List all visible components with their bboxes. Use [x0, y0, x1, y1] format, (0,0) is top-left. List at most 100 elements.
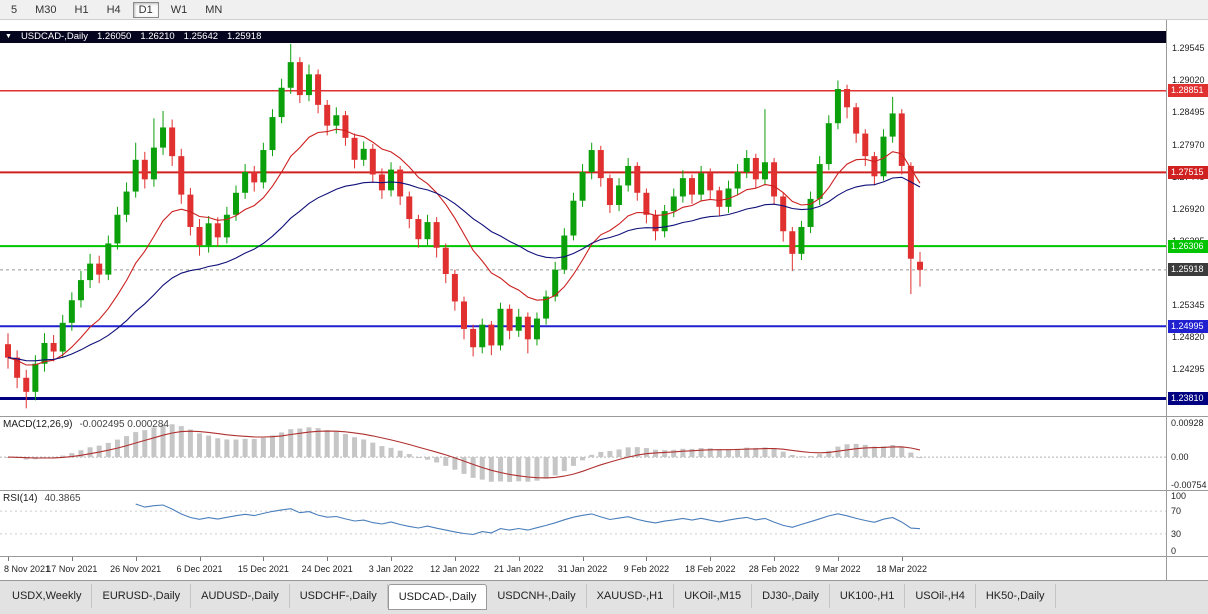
macd-histogram-bar [534, 457, 540, 481]
candle-body [479, 324, 486, 348]
price-level-badge: 1.28851 [1168, 84, 1208, 98]
candle-body [616, 185, 623, 205]
candle-body [169, 127, 176, 157]
macd-histogram-bar [680, 448, 686, 458]
candle-body [497, 308, 504, 346]
candle-body [743, 157, 750, 173]
macd-histogram-bar [78, 450, 84, 458]
macd-histogram-bar [607, 451, 613, 458]
candle-body [643, 192, 650, 215]
timeframe-button-5[interactable]: 5 [11, 3, 18, 16]
candle-body [816, 164, 823, 199]
time-tick [901, 557, 903, 561]
timeframe-button-h1[interactable]: H1 [74, 3, 89, 16]
macd-histogram-bar [87, 447, 93, 458]
candle-body [32, 363, 39, 392]
macd-histogram-bar [133, 432, 139, 458]
close-value: 1.25918 [227, 31, 262, 42]
timeframe-button-w1[interactable]: W1 [170, 3, 188, 16]
tab-audusd-daily[interactable]: AUDUSD-,Daily [191, 584, 290, 608]
candle-body [524, 316, 531, 340]
tab-usoil-h4[interactable]: USOil-,H4 [905, 584, 976, 608]
candle-body [14, 357, 21, 378]
tab-usdcnh-daily[interactable]: USDCNH-,Daily [487, 584, 587, 608]
price-tick-label: 1.27970 [1172, 139, 1205, 150]
tab-usdcad-daily[interactable]: USDCAD-,Daily [387, 584, 488, 610]
chevron-down-icon: ▼ [5, 33, 12, 40]
price-tick-label: 1.24820 [1172, 331, 1205, 342]
tab-dj30-daily[interactable]: DJ30-,Daily [752, 584, 830, 608]
macd-histogram-bar [288, 429, 294, 458]
time-label: 26 Nov 2021 [110, 564, 162, 574]
candle-body [296, 62, 303, 96]
tab-hk50-daily[interactable]: HK50-,Daily [976, 584, 1056, 608]
macd-histogram-bar [333, 431, 339, 458]
candle-body [752, 157, 759, 180]
time-tick [454, 557, 456, 561]
rsi-canvas[interactable] [0, 491, 1166, 556]
timeframe-button-h4[interactable]: H4 [106, 3, 121, 16]
macd-histogram-bar [853, 443, 859, 458]
macd-histogram-bar [735, 448, 741, 458]
rsi-axis-label: 0 [1171, 546, 1177, 556]
timeframe-button-d1[interactable]: D1 [132, 1, 159, 18]
macd-histogram-bar [844, 444, 850, 458]
macd-histogram-bar [361, 439, 367, 458]
time-label: 17 Nov 2021 [46, 564, 98, 574]
macd-axis-label: 0.00 [1171, 452, 1189, 463]
macd-histogram-bar [23, 457, 29, 460]
macd-histogram-bar [352, 437, 358, 458]
macd-histogram-bar [808, 456, 814, 458]
macd-histogram-bar [771, 448, 777, 458]
macd-histogram-bar [698, 448, 704, 458]
candle-body [689, 178, 695, 195]
rsi-panel: RSI(14) 40.3865 100 70 30 0 [0, 490, 1208, 556]
price-tick-label: 1.26920 [1172, 203, 1205, 214]
candle-body [41, 342, 48, 364]
candle-body [725, 188, 732, 207]
candle-body [552, 269, 559, 297]
tab-eurusd-daily[interactable]: EURUSD-,Daily [92, 584, 192, 608]
candle-body [506, 308, 513, 331]
time-axis[interactable]: 8 Nov 2021 17 Nov 2021 26 Nov 2021 6 Dec 20… [0, 556, 1208, 580]
tab-xauusd-h1[interactable]: XAUUSD-,H1 [587, 584, 675, 608]
candle-body [132, 159, 139, 192]
time-label: 24 Dec 2021 [301, 564, 353, 574]
axis-separator [1166, 557, 1167, 580]
time-tick [327, 557, 329, 561]
timeframe-button-mn[interactable]: MN [205, 3, 223, 16]
tab-uk100-h1[interactable]: UK100-,H1 [830, 584, 906, 608]
timeframe-button-m30[interactable]: M30 [35, 3, 57, 16]
macd-histogram-bar [589, 454, 595, 458]
macd-histogram-bar [242, 438, 248, 458]
candle-body [50, 342, 57, 352]
candle-body [424, 222, 431, 240]
rsi-value: 40.3865 [44, 493, 81, 504]
macd-histogram-bar [707, 448, 713, 458]
rsi-axis-label: 70 [1171, 506, 1182, 517]
candle-body [105, 243, 112, 275]
macd-histogram-bar [890, 445, 896, 458]
time-label: 15 Dec 2021 [237, 564, 289, 574]
macd-histogram-bar [488, 457, 494, 482]
candle-body [470, 328, 477, 348]
macd-histogram-bar [197, 433, 203, 458]
low-value: 1.25642 [183, 31, 219, 42]
macd-histogram-bar [397, 450, 403, 458]
macd-histogram-bar [552, 457, 558, 476]
rsi-line [135, 503, 921, 536]
tab-ukoil-m15[interactable]: UKOil-,M15 [674, 584, 753, 608]
macd-histogram-bar [671, 449, 677, 458]
candle-body [670, 196, 677, 212]
candle-body [606, 178, 613, 205]
candle-body [834, 88, 841, 124]
price-axis[interactable]: 1.295451.290201.284951.279701.274451.269… [1166, 20, 1208, 416]
macd-canvas[interactable] [0, 417, 1166, 490]
candle-body [442, 247, 449, 274]
price-chart-canvas[interactable] [0, 20, 1166, 416]
tab-usdchf-daily[interactable]: USDCHF-,Daily [290, 584, 388, 608]
candle-body [388, 169, 395, 191]
tab-usdx-weekly[interactable]: USDX,Weekly [2, 584, 93, 608]
candle-body [141, 159, 148, 180]
macd-values: -0.002495 0.000284 [79, 419, 169, 430]
